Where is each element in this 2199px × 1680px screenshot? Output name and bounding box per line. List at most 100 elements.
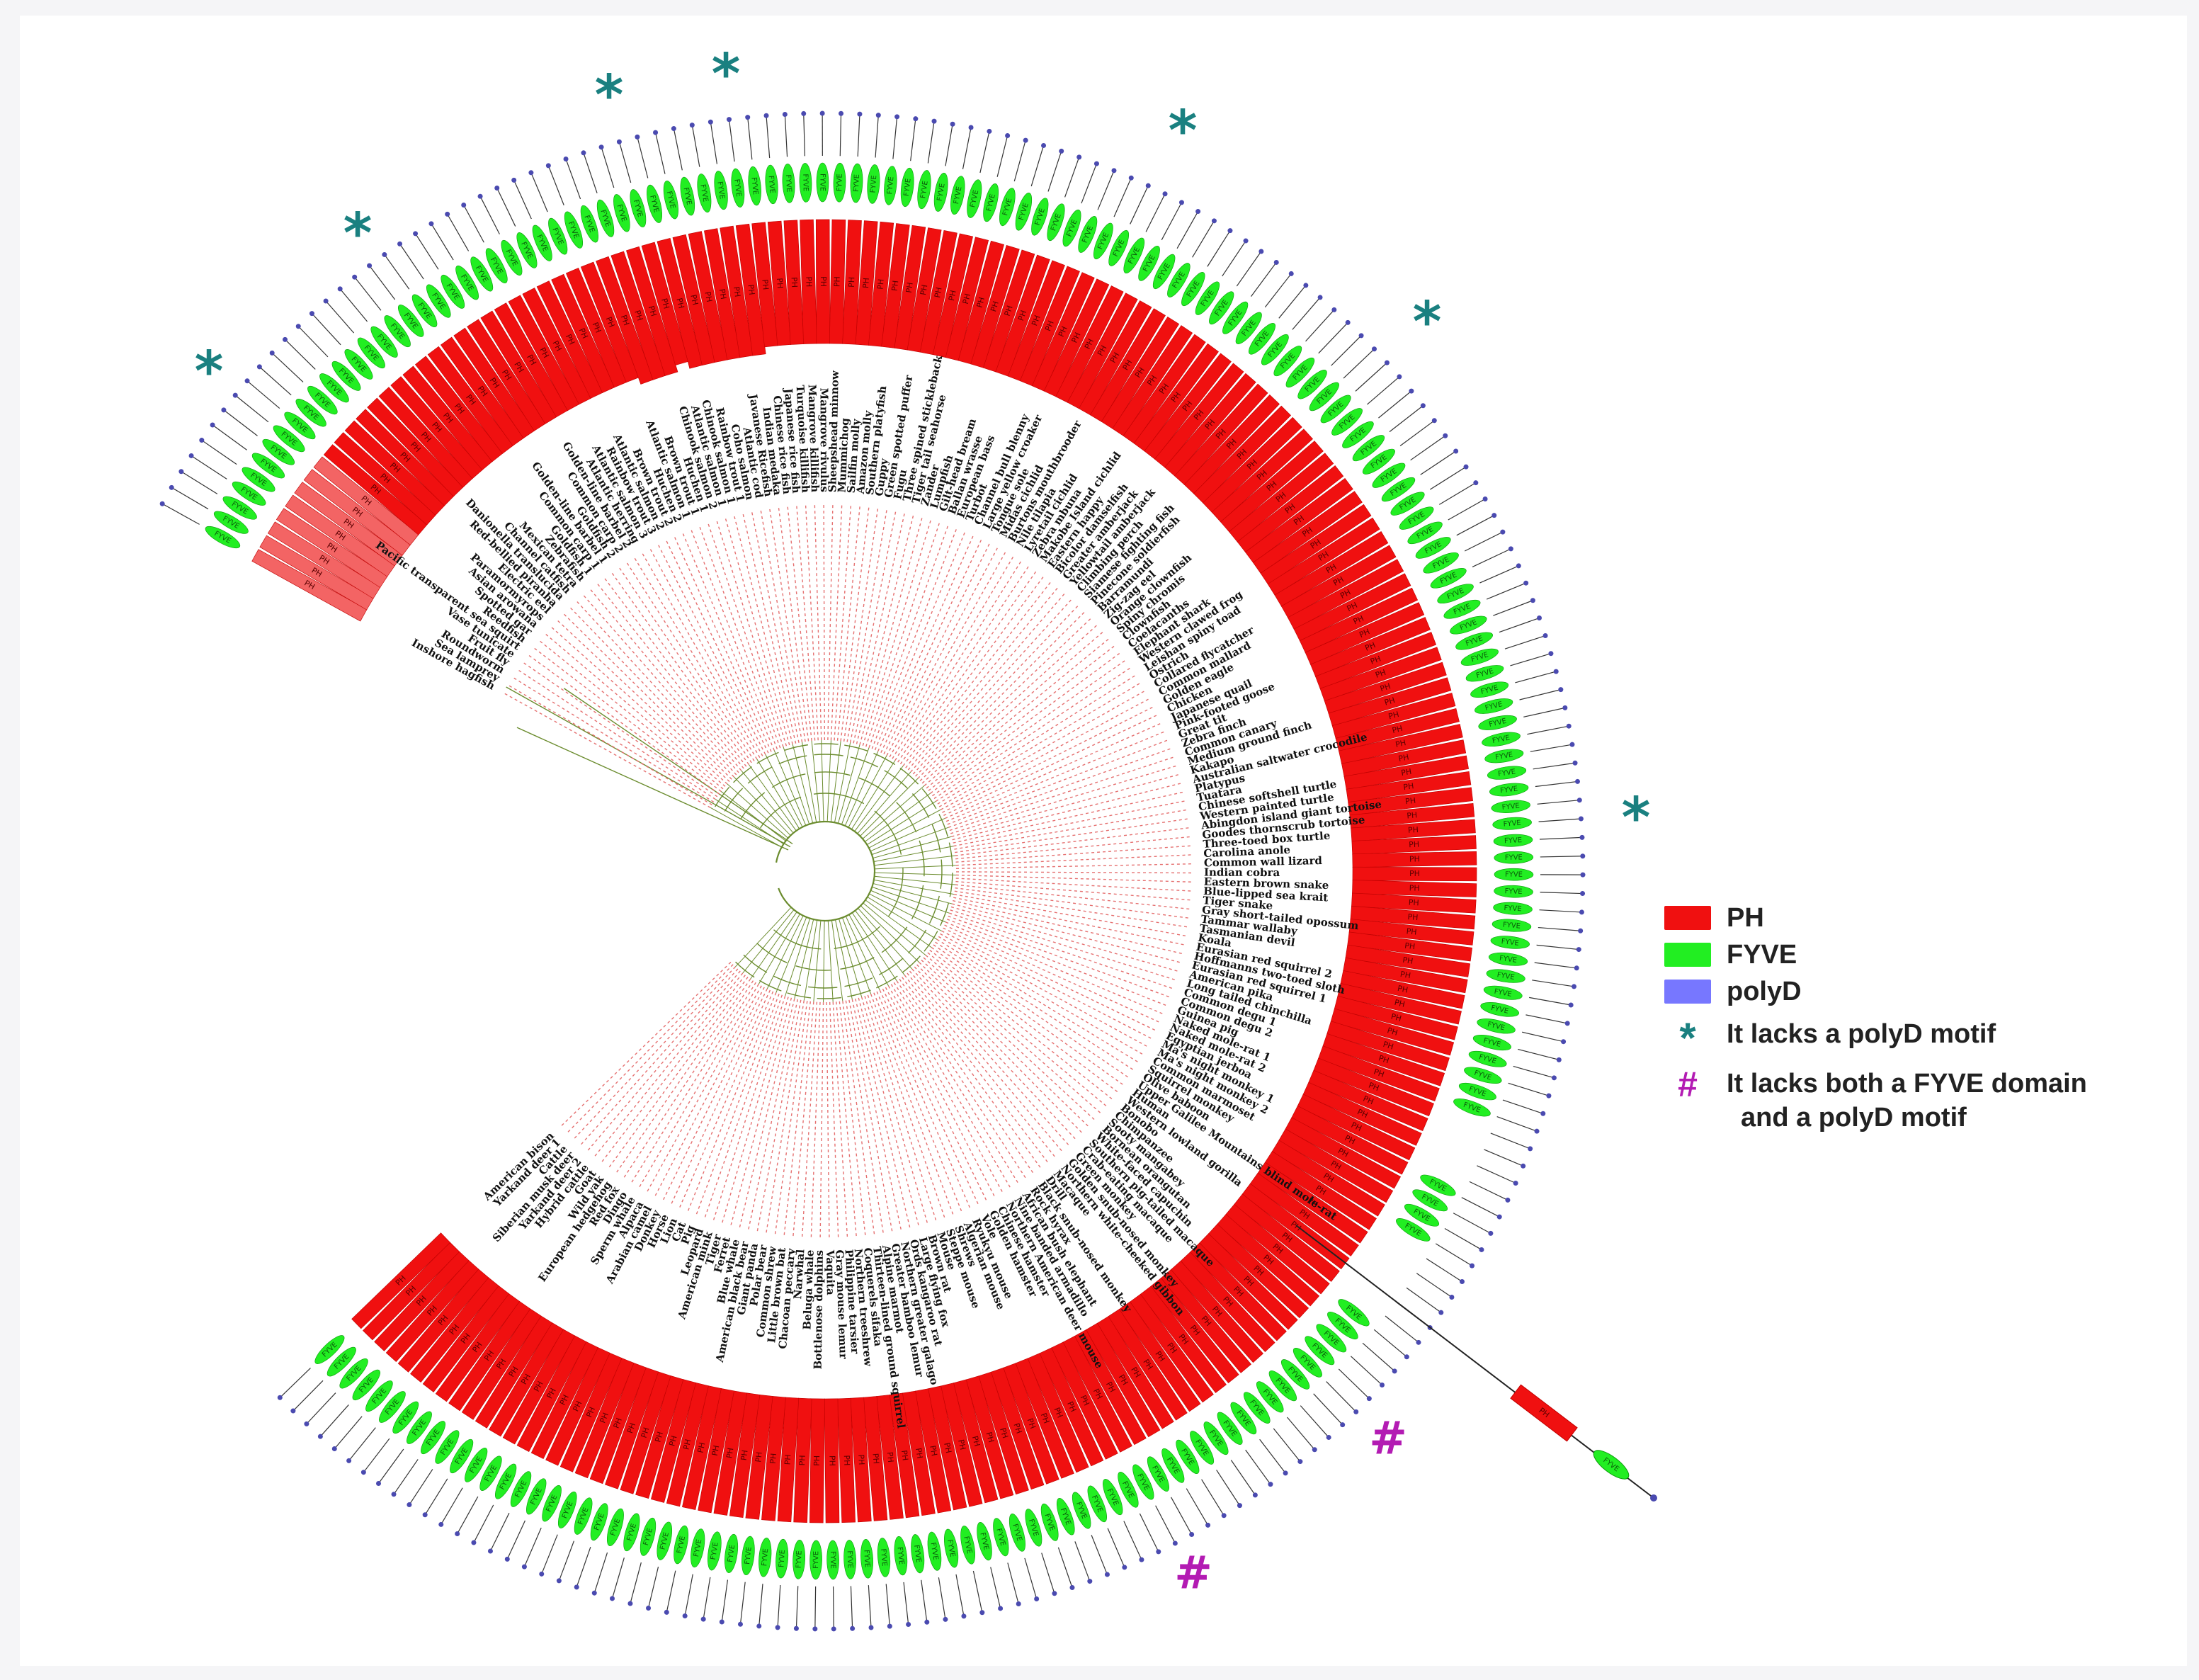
fyve-block	[1152, 254, 1176, 290]
polyd-motif	[875, 113, 881, 118]
ph-block	[1349, 803, 1475, 829]
ph-block	[440, 336, 524, 446]
ph-block	[589, 1362, 647, 1485]
polyd-stem	[1024, 1557, 1038, 1599]
fyve-domain: FYVE	[1381, 477, 1416, 502]
polyd-motif	[1537, 615, 1542, 621]
ph-domain: PH	[855, 220, 878, 346]
tree-branch	[874, 872, 956, 875]
fyve-domain: FYVE	[1420, 1174, 1456, 1196]
fyve-label: FYVE	[761, 1548, 770, 1567]
ph-label: PH	[1091, 1387, 1104, 1400]
ph-block	[580, 261, 640, 383]
polyd-stem	[938, 1577, 946, 1620]
fyve-domain: FYVE	[1474, 698, 1513, 714]
ph-domain: PH	[480, 310, 557, 424]
legend-swatch-ph	[1664, 906, 1711, 930]
ph-block	[1328, 677, 1452, 727]
ph-domain: PH	[894, 225, 926, 351]
ph-block	[682, 1385, 722, 1510]
polyd-motif	[635, 134, 640, 140]
fyve-block	[967, 179, 982, 218]
fyve-domain: FYVE	[1483, 985, 1523, 1000]
fyve-block	[465, 1447, 488, 1482]
ph-block	[1085, 1322, 1161, 1438]
fyve-block	[251, 453, 285, 479]
ph-block	[1348, 919, 1474, 946]
ph-domain: PH	[589, 1362, 647, 1485]
ph-domain: PH	[1189, 1242, 1287, 1341]
ph-block	[1140, 1285, 1227, 1393]
fyve-label: FYVE	[870, 175, 879, 193]
ph-label: PH	[1069, 331, 1082, 344]
ph-domain: PH	[626, 246, 678, 376]
polyd-stem	[857, 114, 860, 157]
ph-label: PH	[667, 1435, 678, 1448]
ph-block	[559, 1352, 623, 1472]
polyd-motif	[1556, 1057, 1562, 1062]
ph-domain: PH	[334, 432, 436, 526]
tree-branch-arc	[807, 986, 838, 989]
polyd-stem	[1532, 980, 1574, 987]
fyve-label: FYVE	[818, 174, 826, 191]
polyd-stem	[523, 1527, 542, 1567]
ph-block	[855, 220, 878, 346]
tree-branch	[870, 818, 945, 852]
ph-domain: PH	[635, 1375, 684, 1499]
fyve-block	[1132, 1464, 1154, 1500]
legend-note-hash: # It lacks both a FYVE domain and a poly…	[1664, 1067, 2087, 1135]
polyd-motif	[1205, 1522, 1211, 1528]
phylogenetic-tree	[506, 686, 956, 1002]
fyve-domain: FYVE	[1493, 902, 1533, 915]
ph-label: PH	[904, 282, 915, 294]
fyve-block	[222, 496, 257, 520]
fyve-domain: FYVE	[741, 1536, 755, 1576]
ph-domain: PH	[1287, 559, 1404, 630]
tree-branch	[826, 740, 831, 822]
fyve-label: FYVE	[681, 187, 693, 206]
fyve-domain: FYVE	[999, 188, 1016, 227]
ph-domain: PH	[489, 1322, 564, 1437]
fyve-domain: FYVE	[574, 1497, 593, 1535]
polyd-stem	[1207, 230, 1231, 267]
ph-label: PH	[783, 1454, 792, 1465]
fyve-block	[900, 167, 914, 208]
ph-domain: PH	[1324, 662, 1447, 714]
ph-domain: PH	[990, 1367, 1045, 1490]
polyd-motif	[1268, 1482, 1273, 1487]
fyve-block	[1381, 477, 1416, 502]
legend-swatch-fyve	[1664, 943, 1711, 967]
ph-domain: PH	[767, 220, 791, 346]
hash-icon: #	[1174, 1548, 1212, 1600]
fyve-domain: FYVE	[725, 1533, 739, 1574]
polyd-motif	[1162, 191, 1168, 197]
outlier-ph-domain: PH	[1510, 1384, 1578, 1442]
legend-note-hash-text-2: and a polyD motif	[1741, 1103, 1967, 1133]
ph-domain: PH	[1339, 724, 1463, 764]
ph-block	[516, 1335, 587, 1452]
ph-domain: PH	[940, 1383, 983, 1507]
fyve-block	[262, 438, 295, 465]
fyve-block	[1256, 1381, 1284, 1413]
ph-domain: PH	[751, 222, 778, 348]
polyd-motif	[887, 1623, 892, 1629]
ph-label: PH	[1339, 587, 1352, 600]
polyd-motif	[950, 121, 955, 127]
ph-block	[1237, 465, 1344, 553]
polyd-motif	[487, 1548, 493, 1554]
fyve-block	[1072, 1492, 1091, 1529]
tree-branch	[851, 760, 896, 830]
polyd-stem	[1230, 1460, 1256, 1496]
polyd-motif	[1156, 1549, 1161, 1555]
fyve-block	[613, 194, 630, 232]
ph-domain: PH	[783, 220, 805, 345]
polyd-motif	[793, 1625, 799, 1631]
ph-block	[1315, 632, 1437, 690]
ph-domain: PH	[522, 288, 591, 405]
ph-label: PH	[1052, 1406, 1065, 1419]
fyve-block	[1243, 1392, 1271, 1424]
ph-block	[1211, 428, 1313, 523]
fyve-block	[833, 162, 846, 203]
ph-domain: PH	[1180, 1252, 1275, 1352]
fyve-block	[884, 166, 897, 205]
